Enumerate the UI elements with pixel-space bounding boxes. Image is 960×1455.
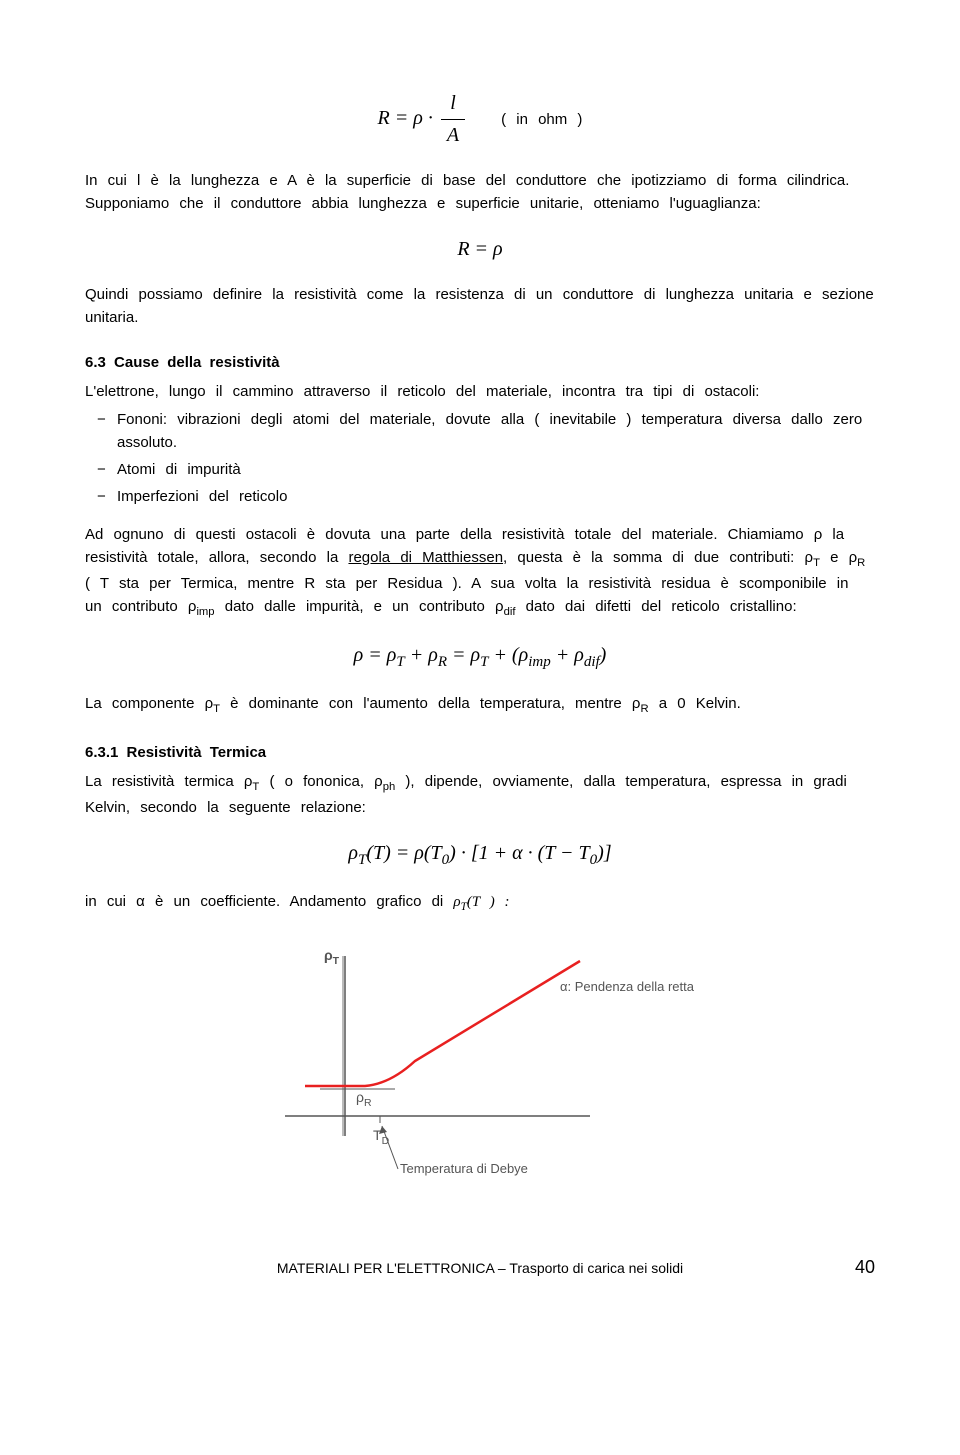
list-item: Imperfezioni del reticolo	[117, 485, 875, 508]
obstacle-list: Fononi: vibrazioni degli atomi del mater…	[85, 408, 875, 509]
heading-cause: 6.3 Cause della resistività	[85, 351, 875, 374]
formula1-denominator: A	[441, 120, 465, 151]
formula-rho-sum: ρ = ρT + ρR = ρT + (ρimp + ρdif)	[85, 640, 875, 674]
chart-alpha-label: α: Pendenza della retta	[560, 977, 694, 997]
page-number: 40	[855, 1254, 875, 1282]
chart-debye-label: Temperatura di Debye	[400, 1159, 528, 1179]
paragraph-dominant: La componente ρT è dominante con l'aumen…	[85, 692, 875, 718]
formula-resistance: R = ρ · l A ( in ohm )	[85, 88, 875, 151]
chart-rho-r-label: ρR	[356, 1087, 372, 1111]
page-footer: MATERIALI PER L'ELETTRONICA – Trasporto …	[85, 1258, 875, 1280]
chart-ylabel: ρT	[324, 945, 339, 969]
paragraph-obstacles-intro: L'elettrone, lungo il cammino attraverso…	[85, 380, 875, 403]
matthiessen-link: regola di Matthiessen	[348, 549, 503, 566]
list-item: Atomi di impurità	[117, 458, 875, 481]
resistivity-chart: ρT ρR TD α: Pendenza della retta Tempera…	[85, 941, 875, 1178]
paragraph-matthiessen: Ad ognuno di questi ostacoli è dovuta un…	[85, 523, 875, 622]
list-item: Fononi: vibrazioni degli atomi del mater…	[117, 408, 875, 455]
formula1-numerator: l	[441, 88, 465, 120]
formula-r-equals-rho: R = ρ	[85, 234, 875, 265]
chart-td-label: TD	[373, 1125, 389, 1149]
formula1-prefix: R = ρ ·	[378, 107, 433, 129]
chart-svg	[260, 941, 700, 1171]
heading-thermal: 6.3.1 Resistività Termica	[85, 741, 875, 764]
paragraph-definition: Quindi possiamo definire la resistività …	[85, 283, 875, 330]
paragraph-intro: In cui l è la lunghezza e A è la superfi…	[85, 169, 875, 216]
formula-rho-temperature: ρT(T) = ρ(T0) · [1 + α · (T − T0)]	[85, 838, 875, 872]
formula1-note: ( in ohm )	[501, 111, 582, 128]
footer-text: MATERIALI PER L'ELETTRONICA – Trasporto …	[277, 1260, 683, 1276]
paragraph-alpha: in cui α è un coefficiente. Andamento gr…	[85, 890, 875, 916]
paragraph-thermal: La resistività termica ρT ( o fononica, …	[85, 770, 875, 820]
